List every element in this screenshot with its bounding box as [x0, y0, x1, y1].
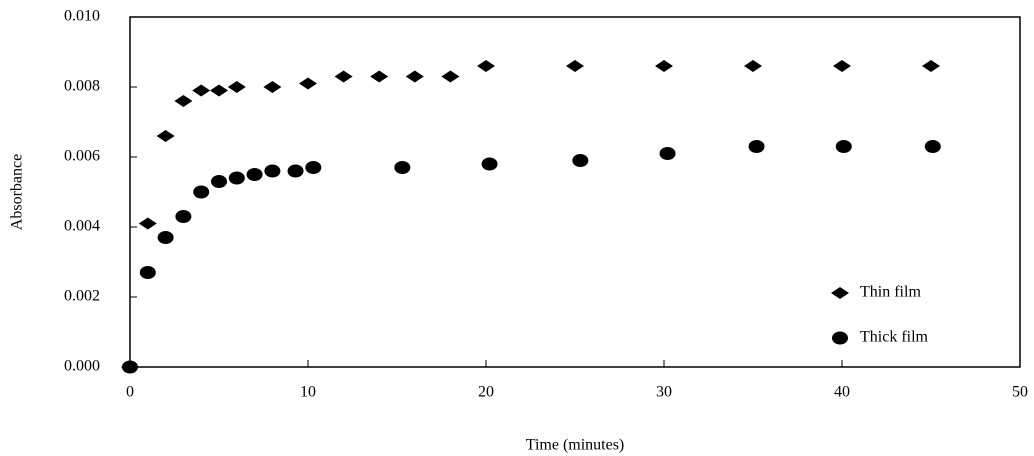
diamond-marker: [405, 70, 424, 83]
diamond-marker: [174, 95, 193, 107]
circle-marker: [287, 164, 304, 178]
legend-label: Thin film: [860, 284, 921, 301]
legend-label: Thick film: [860, 329, 929, 346]
legend-marker: [831, 287, 849, 299]
y-tick-label: 0.004: [64, 218, 100, 235]
diamond-marker: [210, 84, 228, 97]
diamond-marker: [744, 60, 762, 72]
circle-marker: [246, 168, 263, 181]
circle-marker: [264, 164, 281, 178]
diamond-marker: [299, 77, 317, 90]
circle-marker: [175, 210, 192, 223]
x-tick-label: 50: [1012, 384, 1028, 401]
diamond-marker: [138, 217, 157, 230]
diamond-marker: [334, 70, 353, 83]
circle-marker: [228, 171, 245, 185]
circle-marker: [139, 266, 156, 279]
diamond-marker: [156, 130, 175, 142]
circle-marker: [572, 154, 589, 167]
diamond-marker: [370, 70, 389, 83]
diamond-marker: [192, 84, 211, 97]
legend-marker: [832, 331, 848, 345]
circle-marker: [481, 157, 498, 171]
diamond-marker: [833, 60, 851, 72]
y-axis-label: Absorbance: [9, 154, 26, 230]
circle-marker: [394, 161, 411, 174]
circle-marker: [659, 147, 676, 160]
y-tick-label: 0.008: [64, 78, 100, 95]
y-tick-label: 0.000: [64, 358, 100, 375]
circle-marker: [305, 161, 322, 174]
circle-marker: [193, 185, 210, 199]
diamond-marker: [441, 70, 460, 83]
plot-frame: [129, 16, 1021, 368]
y-tick-label: 0.010: [64, 8, 100, 25]
x-tick-label: 0: [126, 384, 134, 401]
circle-marker: [748, 140, 765, 153]
diamond-marker: [655, 60, 673, 72]
diamond-marker: [566, 60, 584, 72]
x-tick-label: 20: [478, 384, 494, 401]
circle-marker: [157, 231, 174, 244]
y-tick-label: 0.002: [64, 288, 100, 305]
circle-marker: [211, 175, 227, 188]
diamond-marker: [477, 60, 495, 72]
diamond-marker: [227, 81, 246, 93]
diamond-marker: [922, 60, 940, 72]
y-tick-label: 0.006: [64, 148, 100, 165]
diamond-marker: [263, 81, 282, 93]
circle-marker: [835, 140, 852, 153]
x-tick-label: 10: [300, 384, 316, 401]
x-tick-label: 30: [656, 384, 672, 401]
circle-marker: [924, 140, 941, 153]
x-tick-label: 40: [834, 384, 850, 401]
circle-marker: [122, 360, 138, 374]
x-axis-label: Time (minutes): [526, 437, 625, 454]
